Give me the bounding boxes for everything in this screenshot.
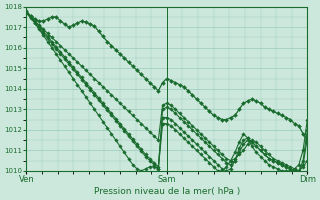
- X-axis label: Pression niveau de la mer( hPa ): Pression niveau de la mer( hPa ): [94, 187, 240, 196]
